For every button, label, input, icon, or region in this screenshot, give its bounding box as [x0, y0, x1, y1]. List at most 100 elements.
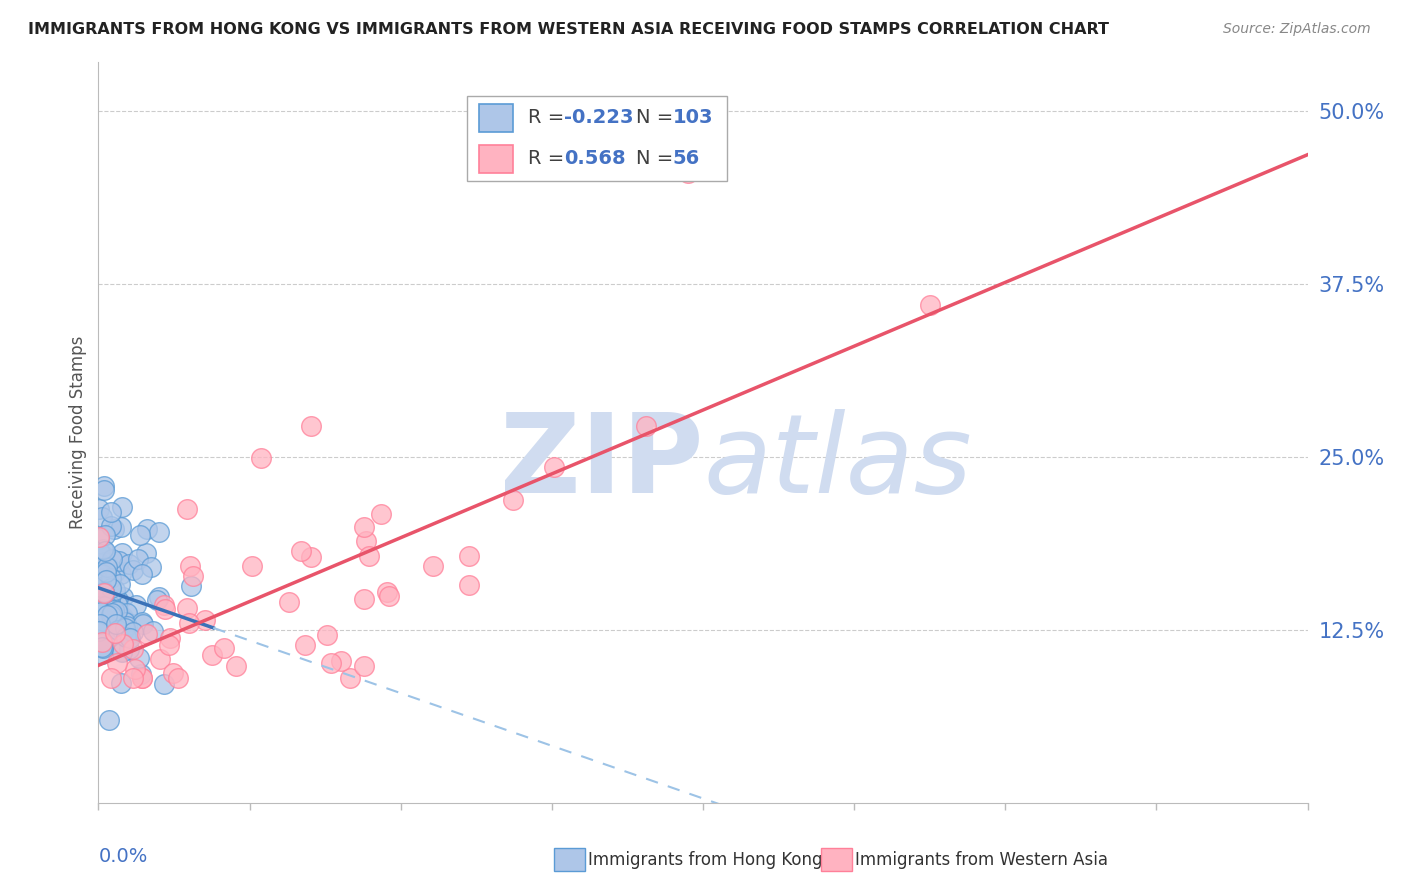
Point — [112, 590, 135, 604]
Text: 0.0%: 0.0% — [98, 847, 148, 866]
Point — [299, 550, 322, 565]
Point — [100, 505, 122, 519]
Point — [104, 626, 127, 640]
Bar — [479, 103, 513, 132]
Point — [111, 637, 134, 651]
Point — [378, 589, 401, 603]
Point — [131, 566, 153, 581]
FancyBboxPatch shape — [467, 95, 727, 181]
Point — [110, 676, 132, 690]
Point — [299, 419, 322, 434]
Point — [111, 546, 134, 560]
Point — [319, 656, 342, 670]
Point — [91, 571, 114, 585]
Point — [94, 599, 117, 613]
Point — [121, 563, 143, 577]
Point — [634, 419, 657, 434]
Point — [98, 608, 121, 623]
Point — [104, 608, 127, 623]
Point — [100, 571, 122, 585]
Bar — [479, 145, 513, 173]
Point — [458, 549, 481, 563]
Point — [131, 671, 153, 685]
Point — [136, 627, 159, 641]
Point — [90, 635, 112, 649]
Point — [105, 598, 128, 612]
Point — [177, 615, 200, 630]
Point — [91, 614, 114, 628]
Point — [93, 586, 115, 600]
Point — [181, 569, 204, 583]
Point — [354, 534, 377, 549]
Point — [543, 459, 565, 474]
Text: atlas: atlas — [703, 409, 972, 516]
Point — [90, 605, 112, 619]
Point — [353, 592, 375, 607]
Point — [97, 713, 120, 727]
Point — [87, 607, 110, 621]
Point — [422, 559, 444, 574]
Text: ZIP: ZIP — [499, 409, 703, 516]
Point — [118, 557, 141, 571]
Point — [122, 624, 145, 639]
Point — [87, 502, 110, 516]
Point — [87, 532, 110, 546]
Y-axis label: Receiving Food Stamps: Receiving Food Stamps — [69, 336, 87, 529]
Text: -0.223: -0.223 — [564, 109, 634, 128]
Text: Immigrants from Hong Kong: Immigrants from Hong Kong — [588, 851, 823, 869]
Point — [157, 638, 180, 652]
Point — [353, 658, 375, 673]
Point — [676, 166, 699, 180]
Point — [91, 648, 114, 662]
Point — [103, 602, 125, 616]
Point — [89, 624, 111, 638]
Point — [148, 525, 170, 540]
Point — [94, 528, 117, 542]
Point — [96, 565, 118, 579]
Point — [115, 630, 138, 644]
Point — [162, 666, 184, 681]
Point — [93, 479, 115, 493]
Point — [98, 598, 121, 612]
Point — [91, 640, 114, 654]
Point — [117, 642, 139, 657]
Point — [111, 643, 134, 657]
Text: IMMIGRANTS FROM HONG KONG VS IMMIGRANTS FROM WESTERN ASIA RECEIVING FOOD STAMPS : IMMIGRANTS FROM HONG KONG VS IMMIGRANTS … — [28, 22, 1109, 37]
Point — [100, 581, 122, 595]
Point — [110, 520, 132, 534]
Point — [115, 619, 138, 633]
Point — [89, 557, 111, 571]
Point — [105, 657, 128, 671]
Point — [96, 633, 118, 648]
Point — [96, 599, 118, 613]
Point — [104, 565, 127, 579]
Point — [278, 595, 301, 609]
Point — [146, 593, 169, 607]
Point — [120, 632, 142, 646]
Point — [316, 628, 339, 642]
Point — [128, 528, 150, 542]
Point — [149, 652, 172, 666]
Point — [353, 520, 375, 534]
Point — [122, 642, 145, 657]
Point — [94, 581, 117, 595]
Point — [141, 560, 163, 574]
Point — [201, 648, 224, 662]
Point — [125, 598, 148, 612]
Point — [129, 666, 152, 681]
Point — [89, 617, 111, 632]
Point — [153, 677, 176, 691]
Point — [105, 604, 128, 618]
Point — [153, 599, 176, 613]
Point — [101, 605, 124, 619]
Point — [96, 608, 118, 623]
Point — [93, 584, 115, 599]
Point — [128, 651, 150, 665]
Point — [330, 654, 353, 668]
Point — [110, 567, 132, 582]
Point — [115, 606, 138, 620]
Point — [100, 607, 122, 622]
Point — [103, 522, 125, 536]
Point — [142, 624, 165, 639]
Text: Immigrants from Western Asia: Immigrants from Western Asia — [855, 851, 1108, 869]
